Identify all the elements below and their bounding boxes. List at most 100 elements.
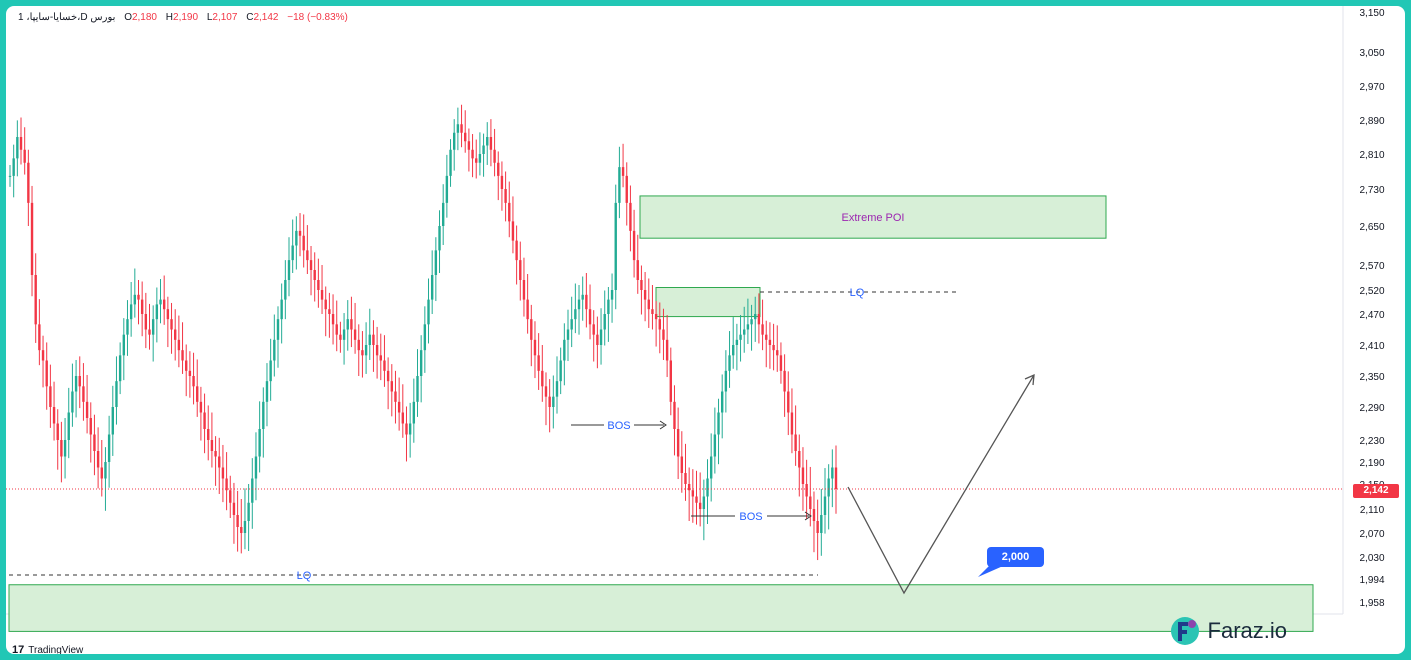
price-tick-label: 2,410 [1359, 341, 1384, 352]
candle-body [291, 245, 294, 261]
candle-body [614, 202, 617, 290]
candle-body [386, 370, 390, 382]
candle-body [504, 189, 507, 203]
candle-body [60, 440, 63, 457]
candle-body [713, 434, 717, 457]
price-tick-label: 2,470 [1359, 310, 1384, 321]
candle-body [467, 141, 471, 150]
price-tick-label: 1,958 [1359, 598, 1384, 609]
candle-body [320, 290, 324, 300]
candle-body [16, 137, 19, 159]
candle-body [140, 299, 144, 314]
candle-body [772, 345, 775, 351]
price-tick-label: 2,290 [1359, 403, 1384, 414]
candle-body [276, 319, 280, 340]
candle-body [643, 290, 647, 300]
candle-body [273, 339, 276, 361]
candle-body [728, 355, 731, 371]
candle-body [647, 299, 650, 310]
candle-body [34, 275, 37, 325]
target-price-callout[interactable]: 2,000 [987, 547, 1044, 567]
candle-body [596, 334, 599, 345]
candle-body [56, 423, 59, 440]
candle-body [383, 360, 386, 371]
candle-body [640, 280, 643, 290]
price-tick-label: 3,050 [1359, 48, 1384, 59]
candle-body [78, 376, 81, 387]
candle-body [687, 484, 691, 491]
candle-body [331, 314, 335, 325]
low-value: 2,107 [212, 12, 238, 23]
candle-body [724, 370, 728, 392]
price-tick-label: 2,230 [1359, 436, 1384, 447]
candle-body [816, 521, 819, 533]
candle-body [761, 324, 764, 335]
candle-body [430, 275, 434, 300]
candle-body [566, 329, 570, 340]
symbol-name[interactable]: 1 ،خسایا-سایپا،D بورس [18, 12, 116, 23]
candle-body [820, 515, 823, 533]
candle-body [416, 376, 419, 402]
candle-body [607, 299, 610, 314]
candle-body [419, 350, 423, 376]
candle-body [493, 149, 496, 163]
candle-body [603, 314, 606, 330]
candle-body [801, 467, 805, 484]
faraz-watermark: Faraz.io [1168, 614, 1287, 648]
lq-lower-label: LQ [297, 570, 312, 582]
candle-body [405, 423, 408, 435]
candle-body [453, 132, 456, 150]
candle-body [144, 314, 148, 330]
candle-body [720, 391, 724, 413]
candle-body [464, 132, 467, 142]
bos-1-bg [604, 417, 634, 431]
price-tick-label: 2,890 [1359, 116, 1384, 127]
candle-body [790, 412, 794, 435]
candle-body [45, 360, 48, 387]
chart-svg[interactable]: 3,150 3,050 2,970 2,890 2,810 2,730 2,650 2,570… [6, 6, 1405, 654]
tradingview-mark-icon: 17 [12, 644, 25, 654]
candle-body [787, 391, 790, 413]
candle-body [67, 412, 70, 440]
candle-body [541, 370, 544, 387]
candle-body [768, 339, 772, 345]
candle-body [676, 429, 680, 457]
price-tick-label: 2,810 [1359, 150, 1384, 161]
candle-body [460, 124, 463, 133]
price-tick-label: 2,650 [1359, 222, 1384, 233]
candle-body [585, 294, 588, 310]
candle-body [82, 386, 85, 402]
candle-body [445, 175, 449, 203]
candle-body [475, 158, 478, 163]
candle-body [636, 260, 639, 280]
candle-body [441, 202, 445, 226]
candle-body [519, 260, 522, 280]
candle-body [71, 391, 74, 413]
extreme-poi-label: Extreme POI [842, 212, 905, 224]
candle-body [423, 324, 427, 351]
candle-body [522, 280, 526, 300]
candle-body [706, 478, 709, 497]
zone-extreme-poi [639, 195, 1107, 239]
chart-frame: 3,150 3,050 2,970 2,890 2,810 2,730 2,650 2,570… [6, 6, 1405, 654]
candle-body [174, 329, 177, 340]
candle-body [203, 412, 206, 429]
candle-body [754, 314, 757, 320]
candle-body [698, 502, 702, 509]
candle-body [555, 381, 559, 397]
candle-body [148, 329, 151, 335]
candle-body [265, 381, 269, 402]
candle-body [765, 334, 768, 340]
candle-body [548, 396, 551, 407]
candle-body [831, 467, 834, 479]
candle-body [364, 345, 368, 356]
candle-body [662, 329, 665, 340]
candle-body [618, 167, 621, 203]
candle-body [162, 299, 166, 310]
symbol-header: 1 ،خسایا-سایپا،D بورس O2,180 H2,190 L2,1… [18, 12, 348, 23]
candle-body [812, 509, 816, 521]
low-label: L [206, 12, 213, 23]
tradingview-logo[interactable]: 17 TradingView [12, 644, 83, 654]
candle-body [93, 434, 96, 451]
change-value: −18 (−0.83%) [287, 12, 348, 23]
